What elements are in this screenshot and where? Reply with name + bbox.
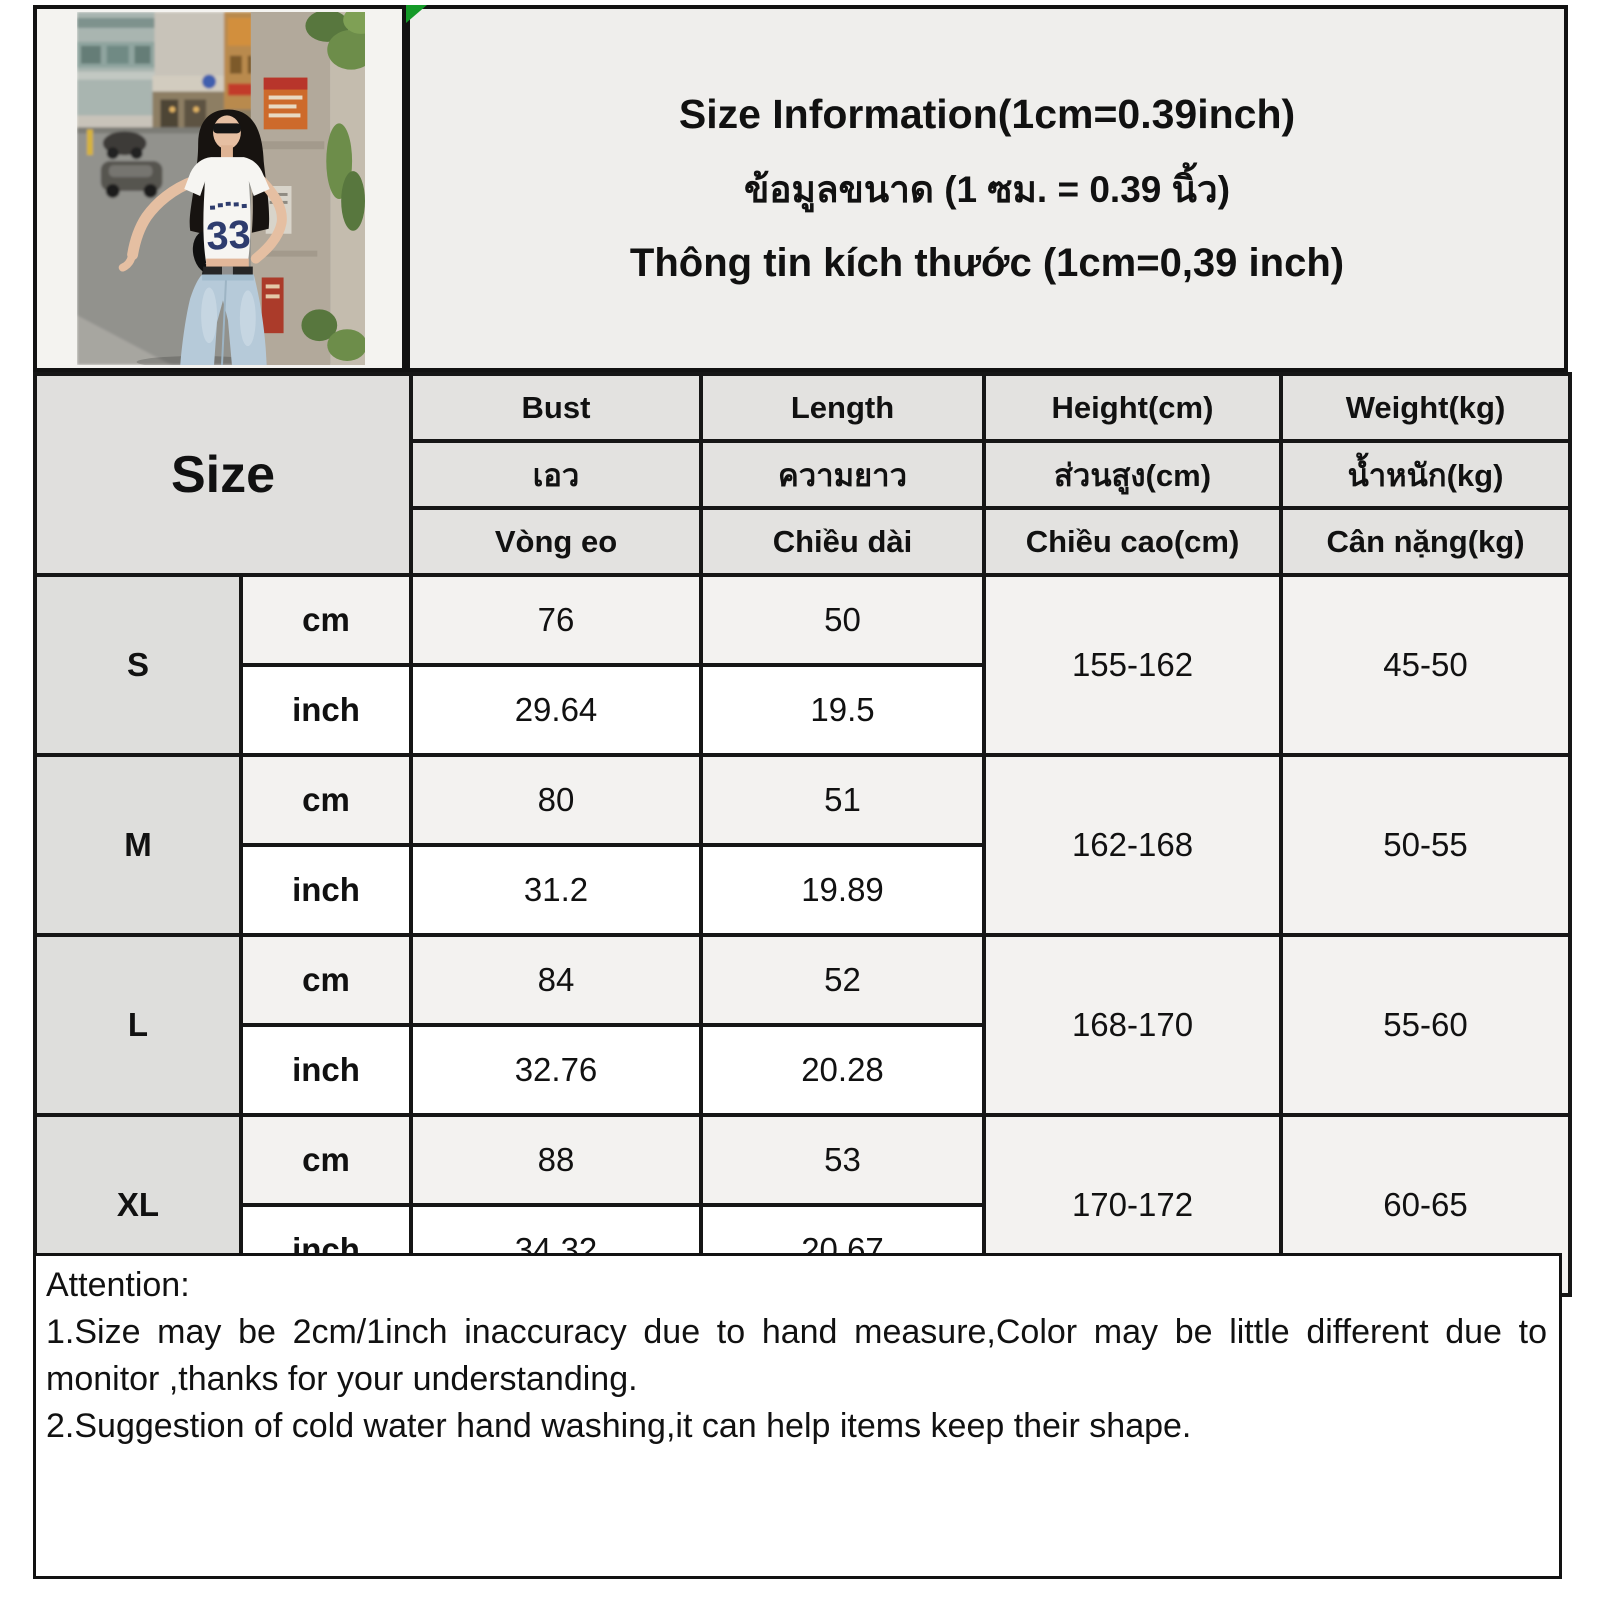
col-weight-en: Weight(kg) xyxy=(1279,372,1572,443)
col-height-th: ส่วนสูง(cm) xyxy=(982,439,1283,510)
unit-cm: cm xyxy=(239,933,413,1027)
table-cell: 19.5 xyxy=(699,663,986,757)
table-cell: 19.89 xyxy=(699,843,986,937)
table-cell: 155-162 xyxy=(982,573,1283,757)
col-bust-en: Bust xyxy=(409,372,703,443)
title-english: Size Information(1cm=0.39inch) xyxy=(678,91,1296,137)
table-cell: 84 xyxy=(409,933,703,1027)
size-label-l: L xyxy=(33,933,243,1117)
table-cell: 45-50 xyxy=(1279,573,1572,757)
size-label-s: S xyxy=(33,573,243,757)
col-length-vi: Chiều dài xyxy=(699,506,986,577)
green-corner-icon xyxy=(406,5,427,23)
title-box: Size Information(1cm=0.39inch) ข้อมูลขนา… xyxy=(406,5,1568,372)
table-cell: 51 xyxy=(699,753,986,847)
attention-note-1: 1.Size may be 2cm/1inch inaccuracy due t… xyxy=(46,1313,1547,1398)
unit-cm: cm xyxy=(239,573,413,667)
col-length-th: ความยาว xyxy=(699,439,986,510)
unit-cm: cm xyxy=(239,753,413,847)
table-cell: 20.28 xyxy=(699,1023,986,1117)
table-cell: 50 xyxy=(699,573,986,667)
shirt-number: 33 xyxy=(205,212,251,258)
size-chart-table: Size Bust Length Height(cm) Weight(kg) เ… xyxy=(33,372,1572,1297)
attention-box: Attention: 1.Size may be 2cm/1inch inacc… xyxy=(33,1253,1562,1579)
unit-inch: inch xyxy=(239,663,413,757)
unit-cm: cm xyxy=(239,1113,413,1207)
col-bust-th: เอว xyxy=(409,439,703,510)
model-figure: 33 xyxy=(118,109,287,365)
title-vietnamese: Thông tin kích thước (1cm=0,39 inch) xyxy=(629,241,1345,285)
table-cell: 88 xyxy=(409,1113,703,1207)
title-thai: ข้อมูลขนาด (1 ซม. = 0.39 นิ้ว) xyxy=(743,169,1231,210)
col-weight-vi: Cân nặng(kg) xyxy=(1279,506,1572,577)
foliage xyxy=(301,12,365,362)
product-photo: 33 xyxy=(77,12,365,365)
sunglasses xyxy=(213,123,241,134)
table-cell: 168-170 xyxy=(982,933,1283,1117)
attention-note-2: 2.Suggestion of cold water hand washing,… xyxy=(46,1407,1192,1445)
size-header: Size xyxy=(33,372,413,577)
col-bust-vi: Vòng eo xyxy=(409,506,703,577)
shirt-print: 33 xyxy=(205,201,252,259)
table-cell: 31.2 xyxy=(409,843,703,937)
table-cell: 29.64 xyxy=(409,663,703,757)
col-height-vi: Chiều cao(cm) xyxy=(982,506,1283,577)
table-cell: 76 xyxy=(409,573,703,667)
col-length-en: Length xyxy=(699,372,986,443)
unit-inch: inch xyxy=(239,843,413,937)
attention-heading: Attention: xyxy=(46,1266,190,1304)
col-height-en: Height(cm) xyxy=(982,372,1283,443)
product-photo-box: 33 xyxy=(33,5,406,372)
table-cell: 50-55 xyxy=(1279,753,1572,937)
street-scene-illustration: 33 xyxy=(77,12,365,365)
unit-inch: inch xyxy=(239,1023,413,1117)
table-cell: 52 xyxy=(699,933,986,1027)
table-cell: 162-168 xyxy=(982,753,1283,937)
table-cell: 55-60 xyxy=(1279,933,1572,1117)
col-weight-th: น้ำหนัก(kg) xyxy=(1279,439,1572,510)
size-label-m: M xyxy=(33,753,243,937)
table-cell: 80 xyxy=(409,753,703,847)
table-cell: 32.76 xyxy=(409,1023,703,1117)
table-cell: 53 xyxy=(699,1113,986,1207)
